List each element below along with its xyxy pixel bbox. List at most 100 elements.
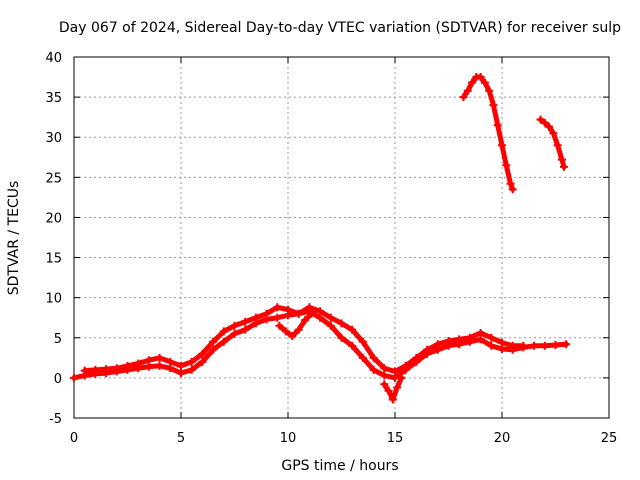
data-point (219, 337, 228, 346)
data-point (307, 309, 316, 318)
data-point (326, 313, 335, 322)
data-point (455, 335, 464, 344)
data-point (551, 340, 560, 349)
data-point (380, 380, 389, 389)
data-point (553, 141, 562, 150)
chart-title: Day 067 of 2024, Sidereal Day-to-day VTE… (59, 20, 621, 36)
y-tick-label: 15 (45, 252, 62, 267)
data-point (506, 179, 515, 188)
data-point (508, 185, 517, 194)
data-point (487, 333, 496, 342)
data-point (123, 361, 132, 370)
plot-frame (73, 56, 610, 419)
y-tick-label: 0 (54, 372, 62, 387)
data-point (560, 162, 569, 171)
data-point (177, 369, 185, 378)
data-point (251, 313, 260, 322)
data-point (241, 317, 250, 326)
data-point (301, 316, 310, 325)
data-point (557, 155, 566, 164)
y-tick-label: 10 (45, 292, 62, 307)
data-point (144, 356, 153, 365)
data-point (498, 141, 506, 150)
series-line (460, 74, 516, 192)
data-point (485, 86, 494, 95)
data-point (198, 349, 207, 358)
data-point (476, 73, 485, 82)
data-point (562, 340, 571, 349)
y-tick-label: -5 (49, 412, 62, 427)
y-tick-label: 25 (45, 171, 62, 186)
data-point (493, 121, 502, 130)
data-point (80, 366, 89, 375)
data-point (358, 353, 367, 362)
data-point (465, 333, 474, 342)
data-point (380, 364, 389, 373)
data-point (241, 325, 250, 334)
x-tick-label: 5 (177, 431, 185, 446)
y-tick-label: 20 (45, 211, 62, 226)
data-point (262, 309, 271, 318)
data-point (155, 353, 164, 362)
data-point (166, 357, 175, 366)
data-point (275, 321, 284, 330)
data-point (549, 129, 558, 138)
data-point (487, 341, 496, 350)
data-point (91, 365, 100, 374)
x-tick-label: 10 (280, 431, 297, 446)
data-point (369, 353, 378, 362)
y-tick-label: 35 (45, 91, 62, 106)
data-point (198, 357, 207, 366)
data-point (358, 337, 367, 346)
data-point (519, 341, 528, 350)
data-point (155, 361, 164, 370)
data-point (476, 328, 485, 337)
axis-ticks: 0 5 10 15 20 25 -5 0 5 10 15 20 25 30 35 40 (45, 51, 617, 446)
data-point (273, 313, 282, 322)
data-point (219, 327, 228, 336)
data-point (337, 333, 346, 342)
data-point (134, 359, 143, 368)
data-point (540, 341, 549, 350)
x-tick-label: 20 (494, 431, 511, 446)
data-point (102, 365, 111, 374)
series-track-a-lower (70, 307, 571, 382)
data-point (273, 303, 282, 312)
series-track-b-upper (80, 303, 528, 376)
data-point (112, 364, 121, 373)
data-point (281, 327, 290, 336)
data-marks (70, 73, 571, 404)
data-point (305, 303, 314, 312)
data-point (187, 357, 196, 366)
data-point (388, 395, 397, 404)
data-point (209, 345, 218, 354)
data-point (468, 78, 477, 87)
series-track-d-late (536, 115, 569, 171)
data-point (380, 371, 389, 380)
data-point (209, 337, 218, 346)
data-point (459, 93, 468, 102)
data-point (498, 338, 506, 347)
data-point (294, 309, 303, 318)
data-point (393, 383, 402, 392)
data-point (288, 332, 297, 341)
data-point (326, 321, 335, 330)
data-point (530, 341, 539, 350)
data-point (230, 329, 239, 338)
data-point (444, 336, 453, 345)
series-track-c-peak (459, 73, 517, 194)
data-point (433, 340, 442, 349)
data-point (412, 353, 421, 362)
data-point (540, 118, 549, 127)
data-point (489, 101, 498, 110)
data-point (508, 341, 517, 350)
data-point (316, 307, 325, 316)
data-point (423, 345, 432, 354)
data-point (70, 373, 78, 382)
data-point (480, 78, 489, 87)
x-tick-label: 25 (601, 431, 618, 446)
data-point (502, 161, 511, 170)
data-point (545, 122, 554, 131)
data-point (284, 305, 292, 314)
